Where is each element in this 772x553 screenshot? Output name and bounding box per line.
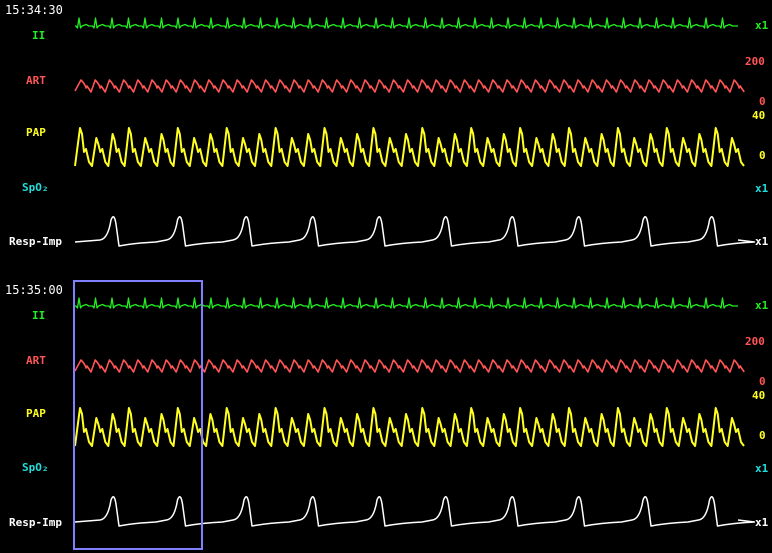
panel1-timestamp: 15:34:30 [5, 3, 63, 17]
panel1-art-scale-bottom: 0 [759, 95, 766, 108]
panel2-ecg-label: II [32, 309, 46, 322]
panel1-pap-scale-bottom: 0 [759, 149, 766, 162]
panel2-resp-label: Resp-Imp [9, 516, 62, 529]
panel2-spo2-scale: x1 [755, 462, 769, 475]
panel1-resp-scale: x1 [755, 235, 769, 248]
selection-box[interactable] [73, 280, 203, 550]
panel2-pap-scale-bottom: 0 [759, 429, 766, 442]
panel1-ecg-wave [75, 17, 738, 29]
panel2-art-scale-top: 200 [745, 335, 765, 348]
panel2-ecg-scale: x1 [755, 299, 769, 312]
panel2-pap-label: PAP [26, 407, 46, 420]
panel2-art-wave [74, 359, 745, 373]
panel1-pap-scale-top: 40 [752, 109, 766, 122]
panel1-spo2-label: SpO₂ [22, 181, 49, 194]
panel1-spo2-scale: x1 [755, 182, 769, 195]
panel1-art-scale-top: 200 [745, 55, 765, 68]
panel2-timestamp: 15:35:00 [5, 283, 63, 297]
panel1-pap-label: PAP [26, 126, 46, 139]
panel2-pap-wave [74, 407, 745, 447]
panel2-ecg-wave [75, 297, 738, 309]
panel1-resp-wave [74, 216, 756, 247]
panel2-resp-scale: x1 [755, 516, 769, 529]
panel1-art-wave [74, 79, 745, 93]
panel2-resp-wave [74, 496, 756, 527]
panel1-resp-label: Resp-Imp [9, 235, 62, 248]
panel2-pap-scale-top: 40 [752, 389, 766, 402]
panel1-pap-wave [74, 127, 745, 167]
panel1-art-label: ART [26, 74, 46, 87]
panel2-art-scale-bottom: 0 [759, 375, 766, 388]
panel1-ecg-label: II [32, 29, 46, 42]
panel2-art-label: ART [26, 354, 46, 367]
panel1-ecg-scale: x1 [755, 19, 769, 32]
panel2-spo2-label: SpO₂ [22, 461, 49, 474]
